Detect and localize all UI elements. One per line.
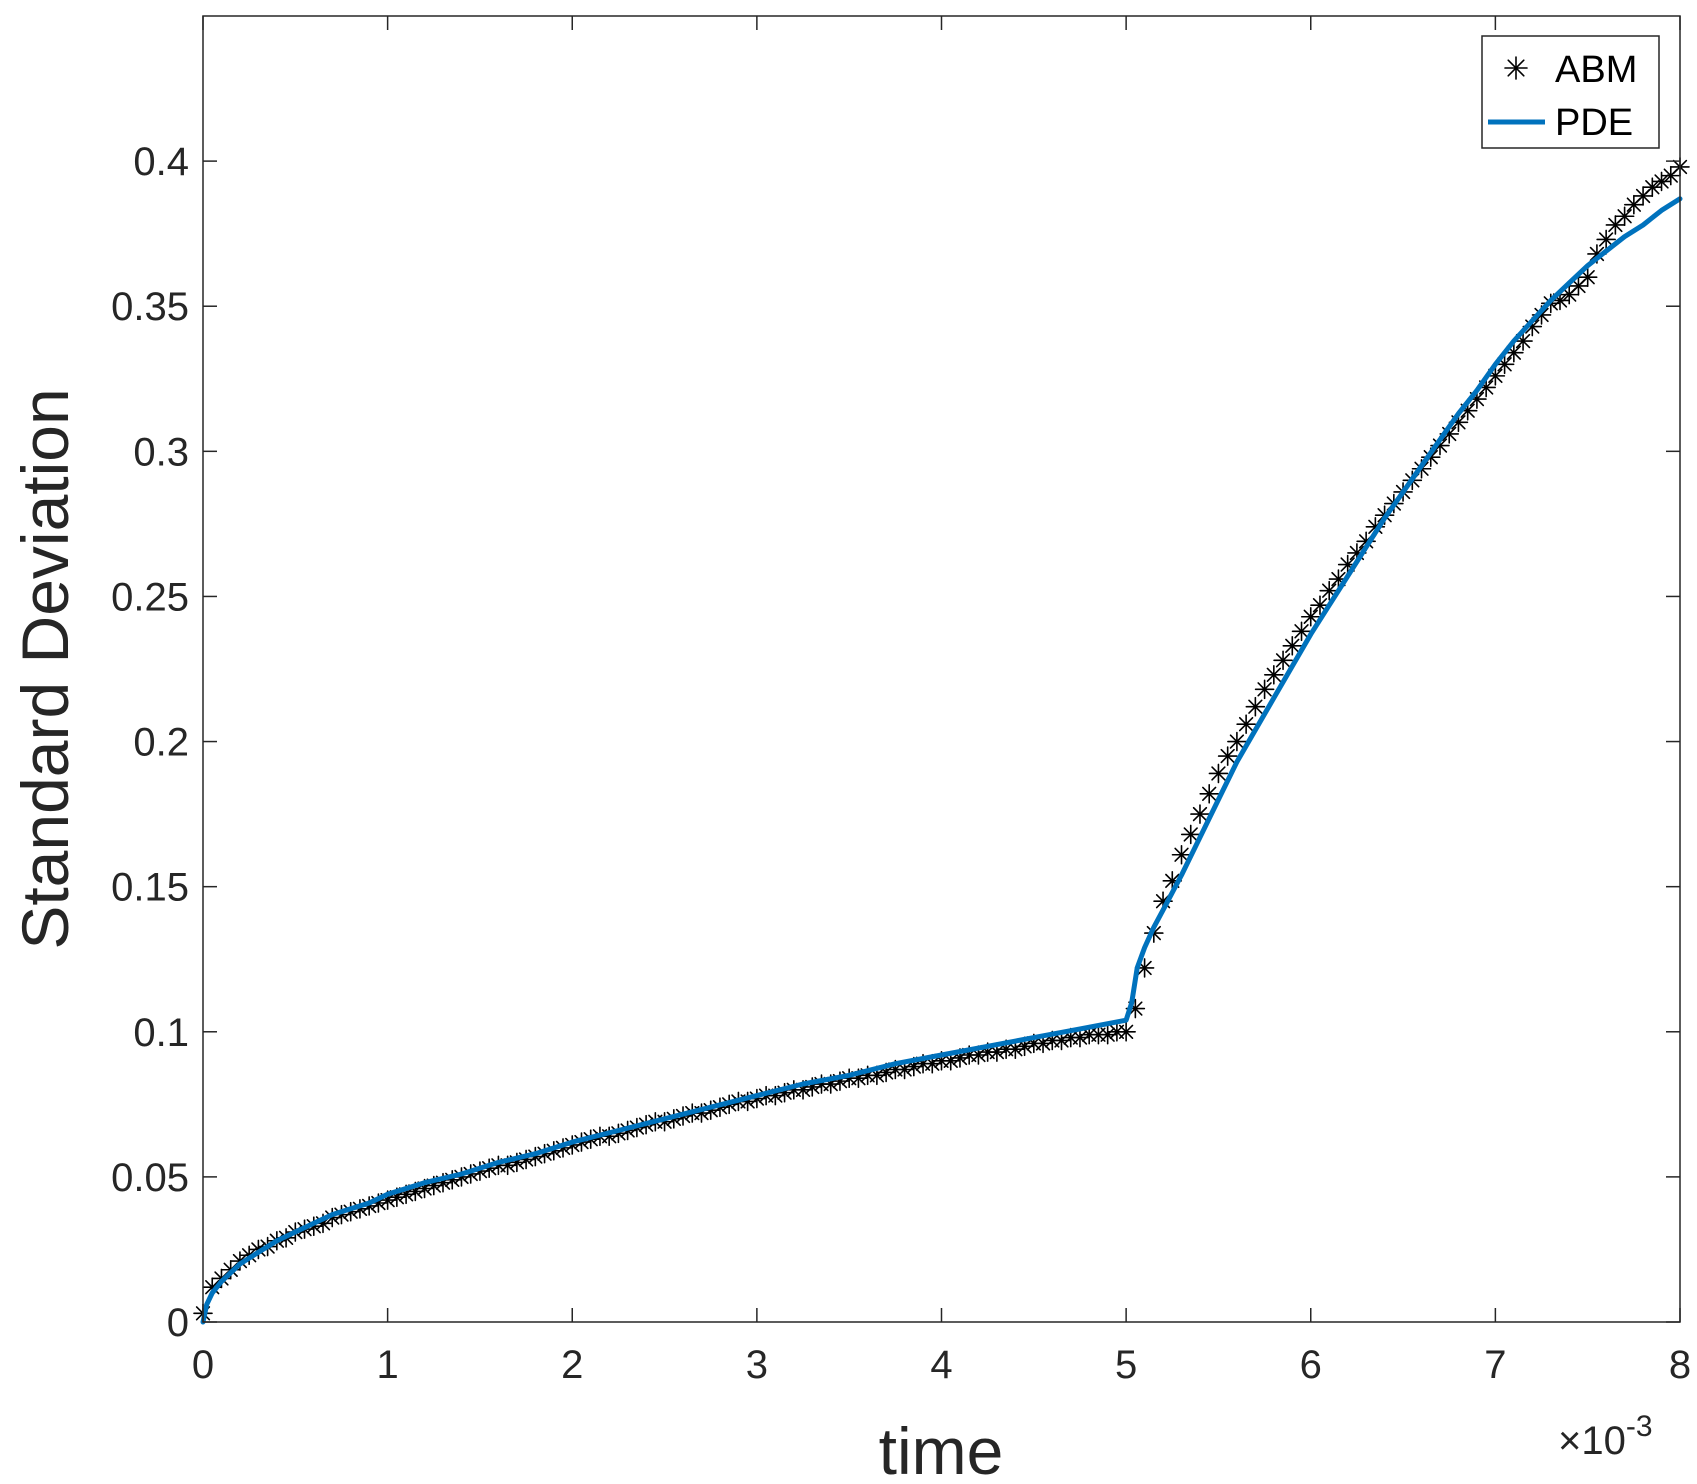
abm-point (1282, 635, 1303, 656)
abm-point (1291, 621, 1312, 642)
series-pde-line (200, 196, 1683, 1325)
abm-point (1273, 650, 1293, 671)
abm-point (1254, 679, 1275, 700)
legend-abm-label: ABM (1555, 49, 1637, 91)
x-tick-label: 4 (930, 1343, 952, 1387)
plot-background (203, 16, 1680, 1322)
abm-point (1199, 783, 1220, 804)
tick-layer: 0 1 2 3 4 5 6 7 8 0 0.05 0.1 0.15 0.2 0.25 0.3 0.35 0.4 (111, 16, 1691, 1387)
x-exponent-label: ×10-3 (1558, 1410, 1653, 1463)
legend-pde-label: PDE (1555, 102, 1633, 144)
abm-point (1236, 714, 1256, 734)
x-tick-label: 1 (377, 1343, 399, 1387)
abm-point (1264, 665, 1284, 685)
data-layer (193, 157, 1690, 1325)
abm-point (1614, 206, 1635, 227)
abm-point (1624, 194, 1644, 215)
abm-point (1171, 844, 1192, 865)
y-tick-label: 0.05 (111, 1156, 189, 1200)
x-tick-label: 0 (192, 1343, 214, 1387)
x-axis-title: time (879, 1414, 1004, 1484)
x-exponent-power: -3 (1626, 1410, 1653, 1443)
y-tick-label: 0.15 (111, 866, 189, 910)
abm-point (1596, 229, 1616, 250)
y-tick-label: 0.25 (111, 575, 189, 619)
legend-abm-asterisk (1504, 56, 1528, 80)
y-tick-label: 0.1 (133, 1011, 189, 1055)
x-tick-label: 7 (1484, 1343, 1506, 1387)
y-tick-label: 0 (167, 1301, 189, 1345)
x-tick-label: 3 (746, 1343, 768, 1387)
abm-point (1633, 186, 1653, 206)
legend-box (1481, 35, 1660, 149)
legend-abm-marker (1504, 56, 1528, 80)
y-tick-label: 0.2 (133, 721, 189, 765)
y-axis-title: Standard Deviation (8, 388, 82, 949)
abm-point (1245, 696, 1266, 717)
abm-point (1227, 731, 1247, 752)
abm-point (1208, 763, 1229, 784)
x-tick-label: 6 (1300, 1343, 1322, 1387)
abm-point (1217, 746, 1238, 766)
y-tick-label: 0.3 (133, 430, 189, 474)
legend: ABM PDE (1481, 35, 1660, 149)
x-tick-label: 2 (561, 1343, 583, 1387)
abm-point (1190, 804, 1210, 824)
y-tick-label: 0.35 (111, 285, 189, 329)
abm-point (1116, 1021, 1136, 1042)
y-tick-label: 0.4 (133, 140, 189, 184)
x-exponent-base: ×10 (1558, 1419, 1626, 1463)
abm-point (1300, 606, 1321, 627)
x-tick-label: 5 (1115, 1343, 1137, 1387)
abm-point (1180, 824, 1201, 845)
x-tick-label: 8 (1669, 1343, 1691, 1387)
